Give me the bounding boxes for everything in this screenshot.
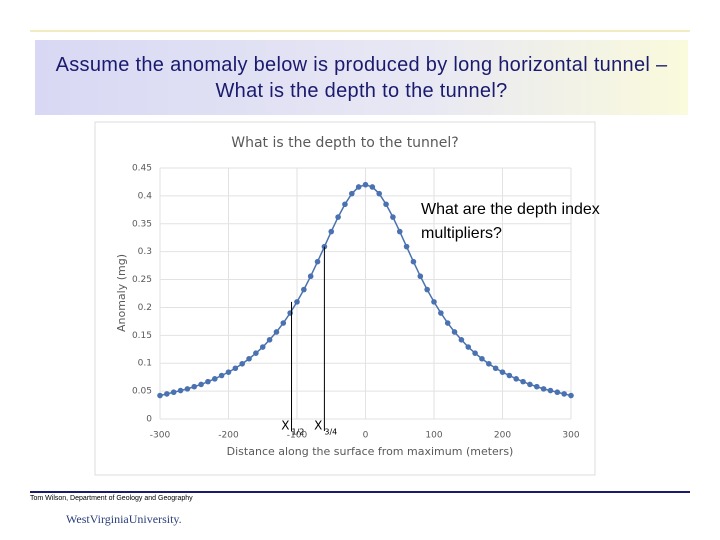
y-axis-label: Anomaly (mg): [115, 254, 128, 332]
decor-line: [30, 491, 690, 493]
data-point: [424, 286, 430, 293]
data-point: [266, 336, 273, 343]
y-tick-label: 0.35: [132, 219, 152, 229]
data-point: [280, 320, 287, 326]
y-tick-label: 0.15: [132, 331, 152, 341]
data-point: [253, 350, 259, 356]
data-point: [212, 376, 218, 382]
data-point: [328, 228, 335, 235]
data-point: [342, 201, 348, 208]
y-tick-label: 0.2: [138, 303, 152, 313]
data-point: [355, 184, 362, 190]
data-point: [369, 184, 376, 190]
marker-label: X: [314, 419, 322, 433]
data-point: [205, 378, 211, 385]
data-point: [301, 286, 307, 293]
y-tick-label: 0.25: [132, 275, 152, 285]
data-point: [383, 201, 389, 208]
data-point: [499, 369, 506, 375]
data-point: [417, 273, 424, 280]
annotation: What are the depth index multipliers?: [421, 201, 600, 242]
decor-line: [30, 30, 690, 32]
data-point: [403, 243, 410, 250]
data-point: [294, 299, 300, 305]
data-point: [259, 344, 266, 350]
footer-credit: Tom Wilson, Department of Geology and Ge…: [30, 495, 193, 502]
data-point: [410, 258, 417, 265]
data-point: [520, 378, 526, 385]
data-point: [451, 329, 458, 335]
data-point: [218, 372, 225, 379]
marker-label: X: [281, 419, 289, 433]
y-tick-label: 0.3: [138, 247, 152, 257]
y-tick-label: 0.4: [138, 191, 153, 201]
data-point: [438, 310, 444, 316]
data-point: [431, 299, 437, 305]
data-point: [444, 320, 451, 326]
data-point: [177, 387, 184, 394]
data-point: [527, 381, 533, 388]
data-point: [376, 190, 383, 197]
data-point: [396, 228, 403, 235]
x-tick-label: 200: [494, 431, 511, 441]
data-point: [533, 383, 540, 390]
data-point: [246, 355, 252, 362]
data-point: [232, 365, 239, 372]
data-point: [157, 392, 163, 399]
data-point: [191, 383, 198, 390]
data-point: [287, 310, 293, 316]
x-tick-label: -300: [150, 431, 171, 441]
chart-frame: [94, 121, 596, 476]
data-point: [472, 350, 478, 356]
data-point: [561, 391, 567, 397]
data-point: [479, 355, 485, 362]
data-point: [170, 389, 177, 396]
y-tick-label: 0: [146, 415, 152, 425]
data-point: [465, 344, 472, 350]
data-point: [273, 329, 280, 335]
data-point: [458, 336, 465, 343]
data-point: [506, 372, 513, 379]
data-point: [554, 389, 561, 396]
y-tick-label: 0.1: [138, 359, 152, 369]
x-tick-label: -100: [287, 431, 308, 441]
footer-logo: WestVirginiaUniversity.: [66, 512, 182, 526]
data-point: [492, 365, 499, 372]
data-point: [307, 273, 314, 280]
y-tick-label: 0.05: [132, 387, 152, 397]
x-tick-label: 300: [562, 431, 579, 441]
data-point: [513, 376, 519, 382]
data-point: [184, 386, 191, 392]
data-point: [486, 360, 492, 367]
data-point: [540, 386, 547, 392]
chart-title: What is the depth to the tunnel?: [231, 135, 458, 151]
data-point: [568, 392, 574, 399]
data-point: [335, 214, 341, 220]
data-point: [390, 214, 396, 220]
data-point: [362, 181, 369, 188]
marker-subscript: 3/4: [324, 428, 337, 437]
x-tick-label: 100: [425, 431, 442, 441]
data-point: [164, 391, 170, 397]
marker-subscript: 1/2: [292, 428, 305, 437]
data-point: [349, 190, 355, 197]
x-tick-label: 0: [363, 431, 369, 441]
x-tick-label: -200: [218, 431, 239, 441]
data-point: [314, 258, 321, 265]
data-point: [547, 387, 554, 394]
data-point: [239, 360, 245, 367]
y-tick-label: 0.45: [132, 164, 152, 174]
x-axis-label: Distance along the surface from maximum …: [227, 445, 514, 458]
data-point: [225, 369, 232, 375]
slide-title: Assume the anomaly below is produced by …: [35, 40, 688, 115]
data-point: [198, 381, 204, 388]
